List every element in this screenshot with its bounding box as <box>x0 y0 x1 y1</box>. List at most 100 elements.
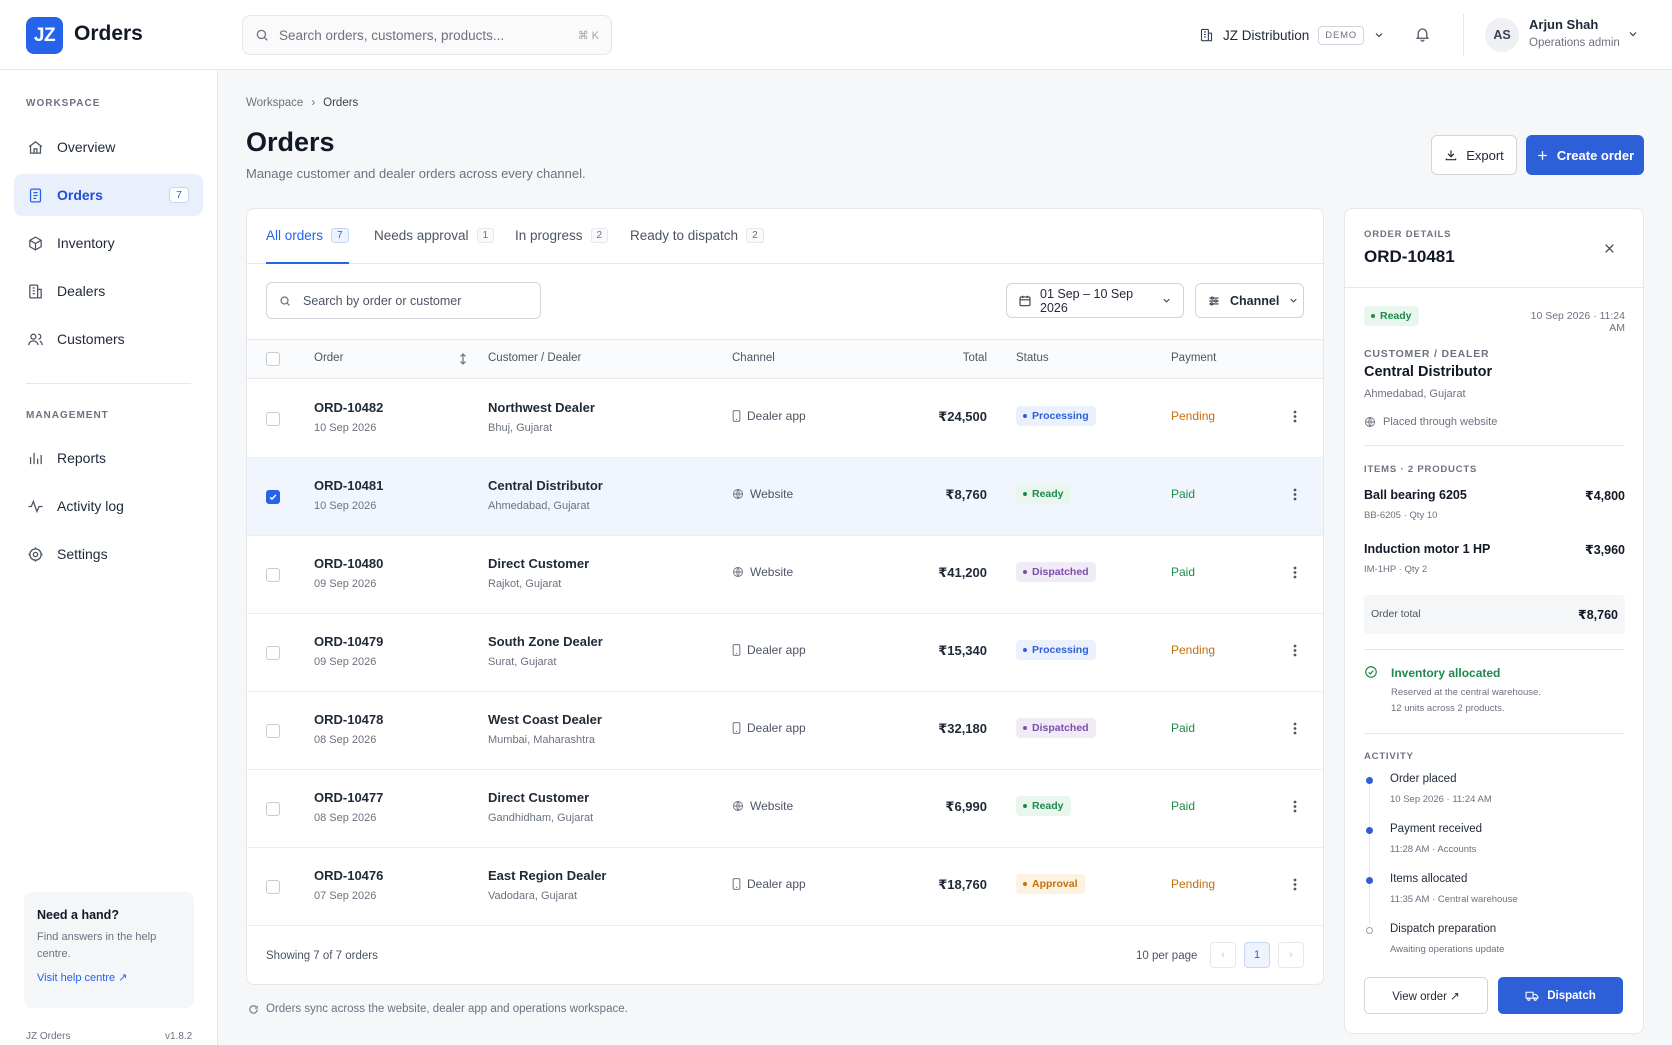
globe-icon <box>732 566 744 578</box>
column-payment: Payment <box>1171 352 1217 364</box>
table-row[interactable]: ORD-10477 08 Sep 2026 Direct Customer Gandh… <box>247 770 1323 848</box>
sidebar-item-label: Inventory <box>57 235 115 251</box>
order-channel: Dealer app <box>732 877 806 891</box>
sync-note-text: Orders sync across the website, dealer a… <box>266 1003 628 1015</box>
payment-status: Paid <box>1171 565 1196 579</box>
tab-count: 1 <box>476 228 495 243</box>
create-order-button[interactable]: Create order <box>1526 135 1644 175</box>
customer-name: Northwest Dealer <box>488 400 595 415</box>
table-row[interactable]: ORD-10480 09 Sep 2026 Direct Customer Rajko… <box>247 536 1323 614</box>
order-id[interactable]: ORD-10480 <box>314 556 384 571</box>
order-date: 09 Sep 2026 <box>314 656 377 668</box>
table-row[interactable]: ORD-10476 07 Sep 2026 East Region Dealer Va… <box>247 848 1323 926</box>
more-options-icon[interactable] <box>1293 410 1297 423</box>
dispatch-button[interactable]: Dispatch <box>1498 977 1623 1014</box>
row-checkbox[interactable] <box>266 724 280 738</box>
column-order[interactable]: Order <box>314 352 344 364</box>
showing-count: Showing 7 of 7 orders <box>266 950 378 962</box>
view-order-button[interactable]: View order ↗ <box>1364 977 1488 1014</box>
phone-icon <box>732 410 741 422</box>
calendar-icon <box>1018 294 1032 308</box>
more-options-icon[interactable] <box>1293 800 1297 813</box>
activity-title: Items allocated <box>1390 873 1468 885</box>
more-options-icon[interactable] <box>1293 722 1297 735</box>
bell-icon[interactable] <box>1414 25 1431 43</box>
global-search-input[interactable]: Search orders, customers, products... ⌘ … <box>242 15 612 55</box>
sync-note: Orders sync across the website, dealer a… <box>248 1003 628 1015</box>
table-row[interactable]: ORD-10478 08 Sep 2026 West Coast Dealer Mum… <box>247 692 1323 770</box>
channel-filter[interactable]: Channel <box>1195 283 1304 318</box>
sidebar-item-customers[interactable]: Customers <box>14 318 203 360</box>
order-id[interactable]: ORD-10482 <box>314 400 384 415</box>
help-centre-link[interactable]: Visit help centre ↗ <box>37 972 128 984</box>
more-options-icon[interactable] <box>1293 878 1297 891</box>
details-placed-through-text: Placed through website <box>1383 416 1498 428</box>
more-options-icon[interactable] <box>1293 566 1297 579</box>
sidebar-item-inventory[interactable]: Inventory <box>14 222 203 264</box>
table-row[interactable]: ORD-10479 09 Sep 2026 South Zone Dealer Sur… <box>247 614 1323 692</box>
channel-label: Dealer app <box>747 721 806 735</box>
row-checkbox[interactable] <box>266 568 280 582</box>
breadcrumb: Workspace › Orders <box>246 97 358 109</box>
app-logo[interactable]: JZ <box>26 17 63 54</box>
more-options-icon[interactable] <box>1293 488 1297 501</box>
page-1-button[interactable]: 1 <box>1244 942 1270 968</box>
breadcrumb-workspace[interactable]: Workspace <box>246 97 304 109</box>
more-options-icon[interactable] <box>1293 644 1297 657</box>
prev-page-button[interactable]: ‹ <box>1210 942 1236 968</box>
row-checkbox[interactable] <box>266 880 280 894</box>
table-row[interactable]: ORD-10481 10 Sep 2026 Central Distributor A… <box>247 458 1323 536</box>
tab-in-progress[interactable]: In progress 2 <box>515 228 609 264</box>
user-name[interactable]: Arjun Shah <box>1529 17 1599 32</box>
sidebar-item-settings[interactable]: Settings <box>14 533 203 575</box>
sidebar-item-dealers[interactable]: Dealers <box>14 270 203 312</box>
export-button[interactable]: Export <box>1431 135 1517 175</box>
table-row[interactable]: ORD-10482 10 Sep 2026 Northwest Dealer Bhuj… <box>247 380 1323 458</box>
payment-status: Pending <box>1171 877 1216 891</box>
order-id[interactable]: ORD-10477 <box>314 790 384 805</box>
refresh-icon <box>248 1004 259 1015</box>
globe-icon <box>732 488 744 500</box>
details-customer-location: Ahmedabad, Gujarat <box>1364 388 1466 400</box>
order-id[interactable]: ORD-10478 <box>314 712 384 727</box>
row-checkbox[interactable] <box>266 490 280 504</box>
row-checkbox[interactable] <box>266 412 280 426</box>
details-status-badge: Ready <box>1364 306 1419 326</box>
next-page-button[interactable]: › <box>1278 942 1304 968</box>
channel-label: Website <box>750 565 794 579</box>
date-range-filter[interactable]: 01 Sep – 10 Sep 2026 <box>1006 283 1184 318</box>
allocation-title: Inventory allocated <box>1391 666 1501 680</box>
breadcrumb-separator: › <box>311 97 316 109</box>
activity-icon <box>27 498 44 515</box>
sidebar-orders-count: 7 <box>169 187 189 203</box>
order-date: 08 Sep 2026 <box>314 734 377 746</box>
table-search-placeholder: Search by order or customer <box>303 293 462 308</box>
row-checkbox[interactable] <box>266 802 280 816</box>
avatar[interactable]: AS <box>1485 18 1519 52</box>
table-search-input[interactable]: Search by order or customer <box>266 282 541 319</box>
tab-needs-approval[interactable]: Needs approval 1 <box>374 228 495 264</box>
order-id[interactable]: ORD-10481 <box>314 478 384 493</box>
org-switcher[interactable]: JZ Distribution DEMO <box>1199 22 1385 48</box>
select-all-checkbox[interactable] <box>266 352 280 366</box>
column-channel: Channel <box>732 352 775 364</box>
close-icon[interactable] <box>1603 242 1616 255</box>
truck-icon <box>1525 990 1539 1002</box>
panel-divider <box>1364 649 1624 650</box>
page-title: Orders <box>246 127 335 157</box>
sidebar-item-activity-log[interactable]: Activity log <box>14 485 203 527</box>
tab-ready-to-dispatch[interactable]: Ready to dispatch 2 <box>630 228 764 264</box>
sidebar-item-overview[interactable]: Overview <box>14 126 203 168</box>
per-page-selector[interactable]: 10 per page <box>1136 950 1198 962</box>
order-id[interactable]: ORD-10476 <box>314 868 384 883</box>
chevron-down-icon[interactable] <box>1627 28 1639 40</box>
sidebar-item-reports[interactable]: Reports <box>14 437 203 479</box>
order-id[interactable]: ORD-10479 <box>314 634 384 649</box>
sort-icon[interactable] <box>459 353 467 365</box>
tab-all-orders[interactable]: All orders 7 <box>266 228 349 264</box>
user-role: Operations admin <box>1529 37 1620 49</box>
allocation-line-1: Reserved at the central warehouse. <box>1391 687 1541 698</box>
row-checkbox[interactable] <box>266 646 280 660</box>
orders-icon <box>27 187 44 204</box>
sidebar-item-orders[interactable]: Orders 7 <box>14 174 203 216</box>
